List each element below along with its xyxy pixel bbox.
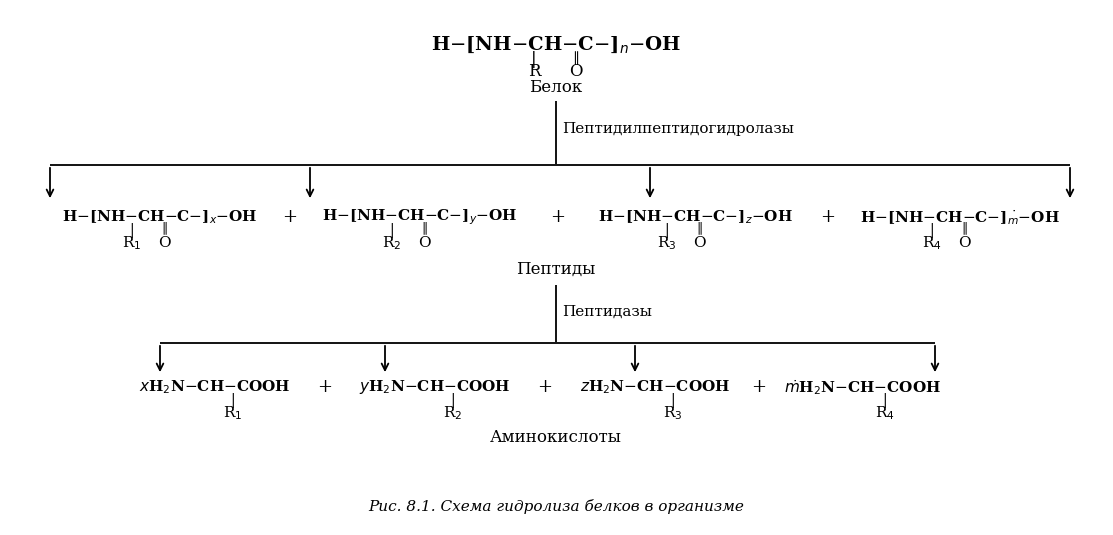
Text: |: | bbox=[130, 223, 135, 238]
Text: O: O bbox=[957, 236, 971, 250]
Text: +: + bbox=[538, 378, 552, 396]
Text: O: O bbox=[158, 236, 170, 250]
Text: R$_3$: R$_3$ bbox=[658, 234, 677, 252]
Text: +: + bbox=[283, 208, 297, 226]
Text: $∥$: $∥$ bbox=[160, 221, 167, 238]
Text: Пептиды: Пептиды bbox=[516, 261, 595, 278]
Text: |: | bbox=[451, 393, 455, 408]
Text: H$-$[NH$-$CH$-$C$-$]$_ṁ$$-$OH: H$-$[NH$-$CH$-$C$-$]$_ṁ$$-$OH bbox=[860, 207, 1060, 227]
Text: R$_3$: R$_3$ bbox=[663, 404, 682, 422]
Text: +: + bbox=[820, 208, 835, 226]
Text: Аминокислоты: Аминокислоты bbox=[490, 429, 622, 446]
Text: O: O bbox=[417, 236, 431, 250]
Text: Рис. 8.1. Схема гидролиза белков в организме: Рис. 8.1. Схема гидролиза белков в орган… bbox=[368, 500, 743, 515]
Text: H$-$[NH$-$CH$-$C$-$]$_y$$-$OH: H$-$[NH$-$CH$-$C$-$]$_y$$-$OH bbox=[322, 207, 518, 227]
Text: R: R bbox=[528, 64, 540, 80]
Text: O: O bbox=[569, 64, 583, 80]
Text: $∥$: $∥$ bbox=[572, 49, 580, 67]
Text: H$-$[NH$-$CH$-$C$-$]$_n$$-$OH: H$-$[NH$-$CH$-$C$-$]$_n$$-$OH bbox=[431, 35, 681, 55]
Text: $ṁ$H$_2$N$-$CH$-$COOH: $ṁ$H$_2$N$-$CH$-$COOH bbox=[785, 377, 942, 397]
Text: H$-$[NH$-$CH$-$C$-$]$_x$$-$OH: H$-$[NH$-$CH$-$C$-$]$_x$$-$OH bbox=[62, 208, 258, 226]
Text: Пептидилпептидогидролазы: Пептидилпептидогидролазы bbox=[562, 122, 794, 136]
Text: R$_1$: R$_1$ bbox=[224, 404, 243, 422]
Text: Пептидазы: Пептидазы bbox=[562, 305, 652, 319]
Text: $∥$: $∥$ bbox=[421, 221, 427, 238]
Text: |: | bbox=[531, 50, 536, 67]
Text: R$_2$: R$_2$ bbox=[443, 404, 463, 422]
Text: $∥$: $∥$ bbox=[696, 221, 702, 238]
Text: |: | bbox=[390, 223, 394, 238]
Text: +: + bbox=[550, 208, 565, 226]
Text: O: O bbox=[692, 236, 706, 250]
Text: |: | bbox=[883, 393, 887, 408]
Text: R$_2$: R$_2$ bbox=[383, 234, 402, 252]
Text: R$_4$: R$_4$ bbox=[923, 234, 942, 252]
Text: $y$H$_2$N$-$CH$-$COOH: $y$H$_2$N$-$CH$-$COOH bbox=[359, 378, 511, 396]
Text: $∥$: $∥$ bbox=[961, 221, 967, 238]
Text: +: + bbox=[751, 378, 767, 396]
Text: +: + bbox=[317, 378, 333, 396]
Text: |: | bbox=[929, 223, 934, 238]
Text: R$_4$: R$_4$ bbox=[875, 404, 895, 422]
Text: |: | bbox=[664, 223, 669, 238]
Text: |: | bbox=[671, 393, 676, 408]
Text: Белок: Белок bbox=[530, 79, 582, 96]
Text: R$_1$: R$_1$ bbox=[122, 234, 141, 252]
Text: $x$H$_2$N$-$CH$-$COOH: $x$H$_2$N$-$CH$-$COOH bbox=[139, 378, 290, 396]
Text: H$-$[NH$-$CH$-$C$-$]$_z$$-$OH: H$-$[NH$-$CH$-$C$-$]$_z$$-$OH bbox=[598, 208, 792, 226]
Text: $z$H$_2$N$-$CH$-$COOH: $z$H$_2$N$-$CH$-$COOH bbox=[580, 378, 730, 396]
Text: |: | bbox=[230, 393, 235, 408]
